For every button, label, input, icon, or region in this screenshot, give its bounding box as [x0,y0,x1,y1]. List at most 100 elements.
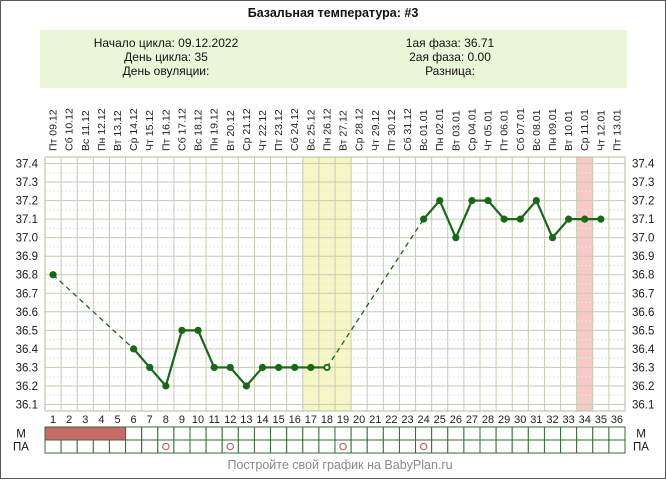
y-tick-label-left: 36.5 [16,325,38,337]
temp-line-segment [245,366,264,387]
day-number: 15 [272,414,284,426]
y-tick-label-right: 36.6 [632,307,654,319]
day-number: 13 [240,414,252,426]
pa-row-cell [479,439,497,454]
date-label: Вт 03.01 [450,110,462,151]
date-label: Пн 12.12 [96,108,108,151]
day-number: 29 [498,414,510,426]
temp-line-segment [422,199,441,220]
y-tick-label-right: 36.2 [632,381,654,393]
y-tick-label-right: 36.4 [632,344,655,356]
day-number: 4 [98,414,104,426]
y-tick-label-right: 37.3 [632,177,654,189]
date-label: Чт 05.01 [483,110,495,151]
date-label: Ср 11.01 [579,109,591,151]
m-row-cell [157,426,175,441]
y-tick-label-right: 37.1 [632,214,654,226]
m-row-cell [141,426,159,441]
day-number: 14 [256,414,268,426]
pa-row-cell [560,439,578,454]
temp-line-segment [438,200,457,239]
day-number: 6 [131,414,137,426]
date-label: Чт 22.12 [257,110,269,151]
temp-line-segment [132,348,151,369]
day-number: 22 [385,414,397,426]
pa-row-cell [205,439,223,454]
day-number: 3 [82,414,88,426]
day-number: 21 [369,414,381,426]
date-label: Пт 23.12 [273,109,285,151]
row-label-right: М [636,429,646,441]
pa-row-cell [527,439,545,454]
m-row-cell [398,426,417,441]
pa-row-cell [350,439,368,454]
m-row-cell [527,426,545,441]
m-row-filled [44,426,127,441]
date-label: Пн 02.01 [434,108,446,151]
date-label: Сб 17.12 [176,108,188,151]
date-label: Пт 30.12 [386,109,398,151]
row-label-left: М [16,429,26,441]
day-number: 36 [611,414,623,426]
y-tick-label-left: 36.7 [16,288,38,300]
m-row-cell [318,426,336,441]
pa-row-cell [447,439,465,454]
pa-row-cell [463,439,481,454]
date-label: Пт 16.12 [160,109,172,151]
y-tick-label-left: 37.4 [16,159,39,171]
data-point [146,363,154,372]
date-label: Вс 11.12 [80,110,92,151]
pa-row-cell [44,439,62,454]
row-label-right: ПА [633,442,649,454]
m-row-cell [560,426,578,441]
data-point [307,363,315,372]
day-number: 34 [579,414,591,426]
m-row-cell [511,426,529,441]
info-left-column: Начало цикла: 09.12.2022 День цикла: 35 … [94,36,239,78]
data-point [420,215,428,223]
pa-row-cell [334,439,352,454]
y-tick-label-left: 36.2 [16,381,38,393]
date-label: Пт 06.01 [499,109,511,151]
date-label: Сб 31.12 [402,108,414,151]
date-label: Пт 09.12 [48,109,60,151]
pa-row-cell [511,439,529,454]
pa-row-cell [286,439,304,454]
temp-line-gap-segment [52,274,135,350]
m-row-cell [334,426,352,441]
date-label: Чт 12.01 [595,110,607,151]
temp-line-segment [519,199,538,220]
pa-row-cell [76,439,94,454]
plot-border [44,156,626,412]
phase1-line: 1ая фаза: 36.71 [406,36,495,50]
pa-row-cell [157,439,175,454]
date-label: Пн 09.01 [547,108,559,151]
day-number: 5 [114,414,120,426]
pa-row-cell [398,439,417,454]
difference-line: Разница: [425,64,475,78]
data-point [194,326,202,334]
data-point [500,215,508,223]
y-tick-label-left: 36.4 [16,344,39,356]
footer-credit: Постройте свой график на BabyPlan.ru [227,458,452,472]
y-tick-label-right: 36.5 [632,325,654,337]
day-number: 19 [337,414,349,426]
data-point [226,363,234,372]
pa-row-cell [543,439,562,454]
m-row-cell [447,426,465,441]
pa-row-cell [189,439,207,454]
data-point [548,234,557,242]
m-row-cell [125,426,143,441]
data-point-open-center [325,365,329,370]
m-row-cell [543,426,562,441]
data-point [275,363,283,372]
data-point [162,382,170,390]
data-point [597,215,605,223]
row-label-left: ПА [13,442,29,454]
data-point [210,363,218,372]
date-label: Вс 01.01 [418,109,430,151]
pa-row-cell [415,439,433,454]
date-label: Ср 28.12 [354,108,366,151]
m-row-cell [431,426,449,441]
m-row-cell [237,426,255,441]
